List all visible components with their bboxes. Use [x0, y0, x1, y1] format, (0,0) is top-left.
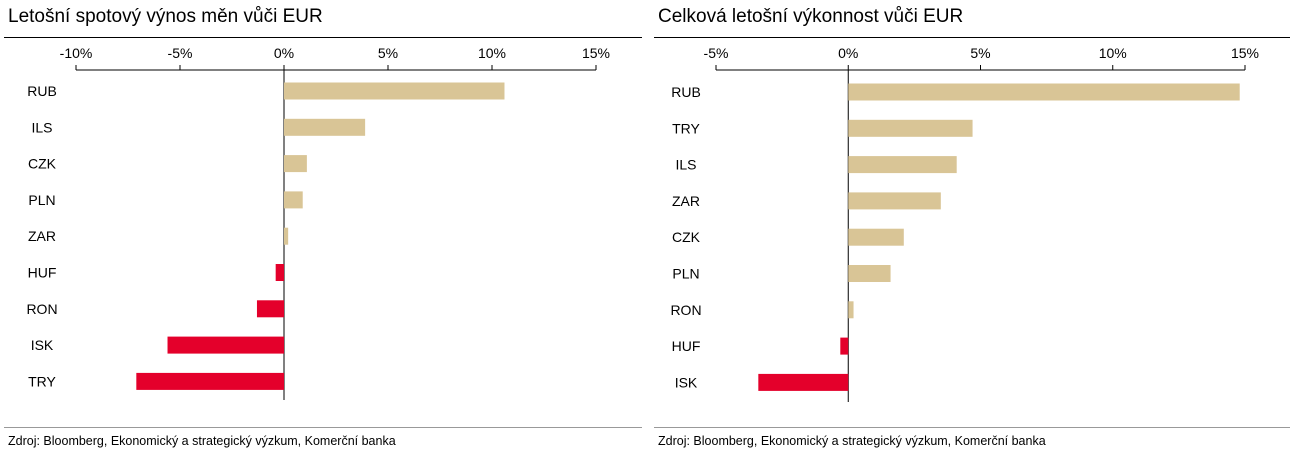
- category-label: ILS: [31, 119, 52, 135]
- category-label: CZK: [672, 229, 701, 245]
- chart-title: Celková letošní výkonnost vůči EUR: [658, 6, 964, 27]
- category-label: ZAR: [28, 228, 56, 244]
- category-label: ZAR: [672, 193, 700, 209]
- category-label: ISK: [675, 374, 698, 390]
- bar-czk: [848, 228, 904, 246]
- title-divider: [654, 37, 1290, 38]
- category-label: RUB: [671, 84, 701, 100]
- bar-ils: [284, 118, 366, 136]
- category-label: ISK: [31, 337, 54, 353]
- title-divider: [4, 37, 642, 38]
- bar-ils: [848, 156, 957, 174]
- bar-pln: [284, 191, 303, 209]
- category-label: PLN: [672, 266, 699, 282]
- bar-huf: [840, 337, 849, 355]
- category-label: HUF: [672, 338, 701, 354]
- x-tick-label: 10%: [1099, 45, 1127, 61]
- source-note: Zdroj: Bloomberg, Ekonomický a strategic…: [8, 434, 396, 448]
- category-label: ILS: [675, 157, 696, 173]
- category-label: PLN: [28, 192, 55, 208]
- category-label: HUF: [28, 265, 57, 281]
- left-chart-panel: Letošní spotový výnos měn vůči EUR -10% -…: [0, 0, 646, 457]
- x-tick-label: 15%: [1231, 45, 1259, 61]
- category-label: RON: [26, 301, 57, 317]
- bar-huf: [275, 264, 284, 281]
- category-label: RON: [670, 302, 701, 318]
- x-tick-label: -5%: [168, 45, 193, 61]
- right-chart-panel: Celková letošní výkonnost vůči EUR -5% 0%…: [650, 0, 1294, 457]
- bar-pln: [848, 265, 891, 282]
- bar-ron: [848, 301, 854, 319]
- bar-isk: [758, 373, 849, 391]
- x-tick-label: -5%: [704, 45, 729, 61]
- x-tick-label: 10%: [478, 45, 506, 61]
- bar-rub: [848, 83, 1240, 101]
- bar-try: [848, 119, 973, 137]
- bar-chart: -5% 0% 5% 10% 15% RUB TRY ILS ZAR CZK PLN RON HUF ISK: [670, 45, 1259, 402]
- x-tick-label: 5%: [970, 45, 990, 61]
- bar-ron: [256, 300, 284, 318]
- bar-chart: -10% -5% 0% 5% 10% 15% RUB ILS CZK PLN ZAR HUF RON IS…: [26, 45, 610, 400]
- x-tick-label: 5%: [378, 45, 398, 61]
- bar-czk: [284, 155, 307, 173]
- chart-title: Letošní spotový výnos měn vůči EUR: [8, 6, 323, 27]
- footer-divider: [654, 427, 1290, 428]
- bar-rub: [284, 82, 505, 100]
- x-tick-label: 0%: [274, 45, 294, 61]
- bar-isk: [167, 336, 284, 354]
- footer-divider: [4, 427, 642, 428]
- x-tick-label: 0%: [838, 45, 858, 61]
- category-label: CZK: [28, 156, 57, 172]
- x-tick-label: 15%: [582, 45, 610, 61]
- bar-try: [136, 372, 284, 390]
- bar-zar: [284, 227, 289, 245]
- x-tick-label: -10%: [60, 45, 93, 61]
- category-label: TRY: [28, 373, 56, 389]
- category-label: RUB: [27, 83, 57, 99]
- category-label: TRY: [672, 120, 700, 136]
- source-note: Zdroj: Bloomberg, Ekonomický a strategic…: [658, 434, 1046, 448]
- bar-zar: [848, 192, 941, 210]
